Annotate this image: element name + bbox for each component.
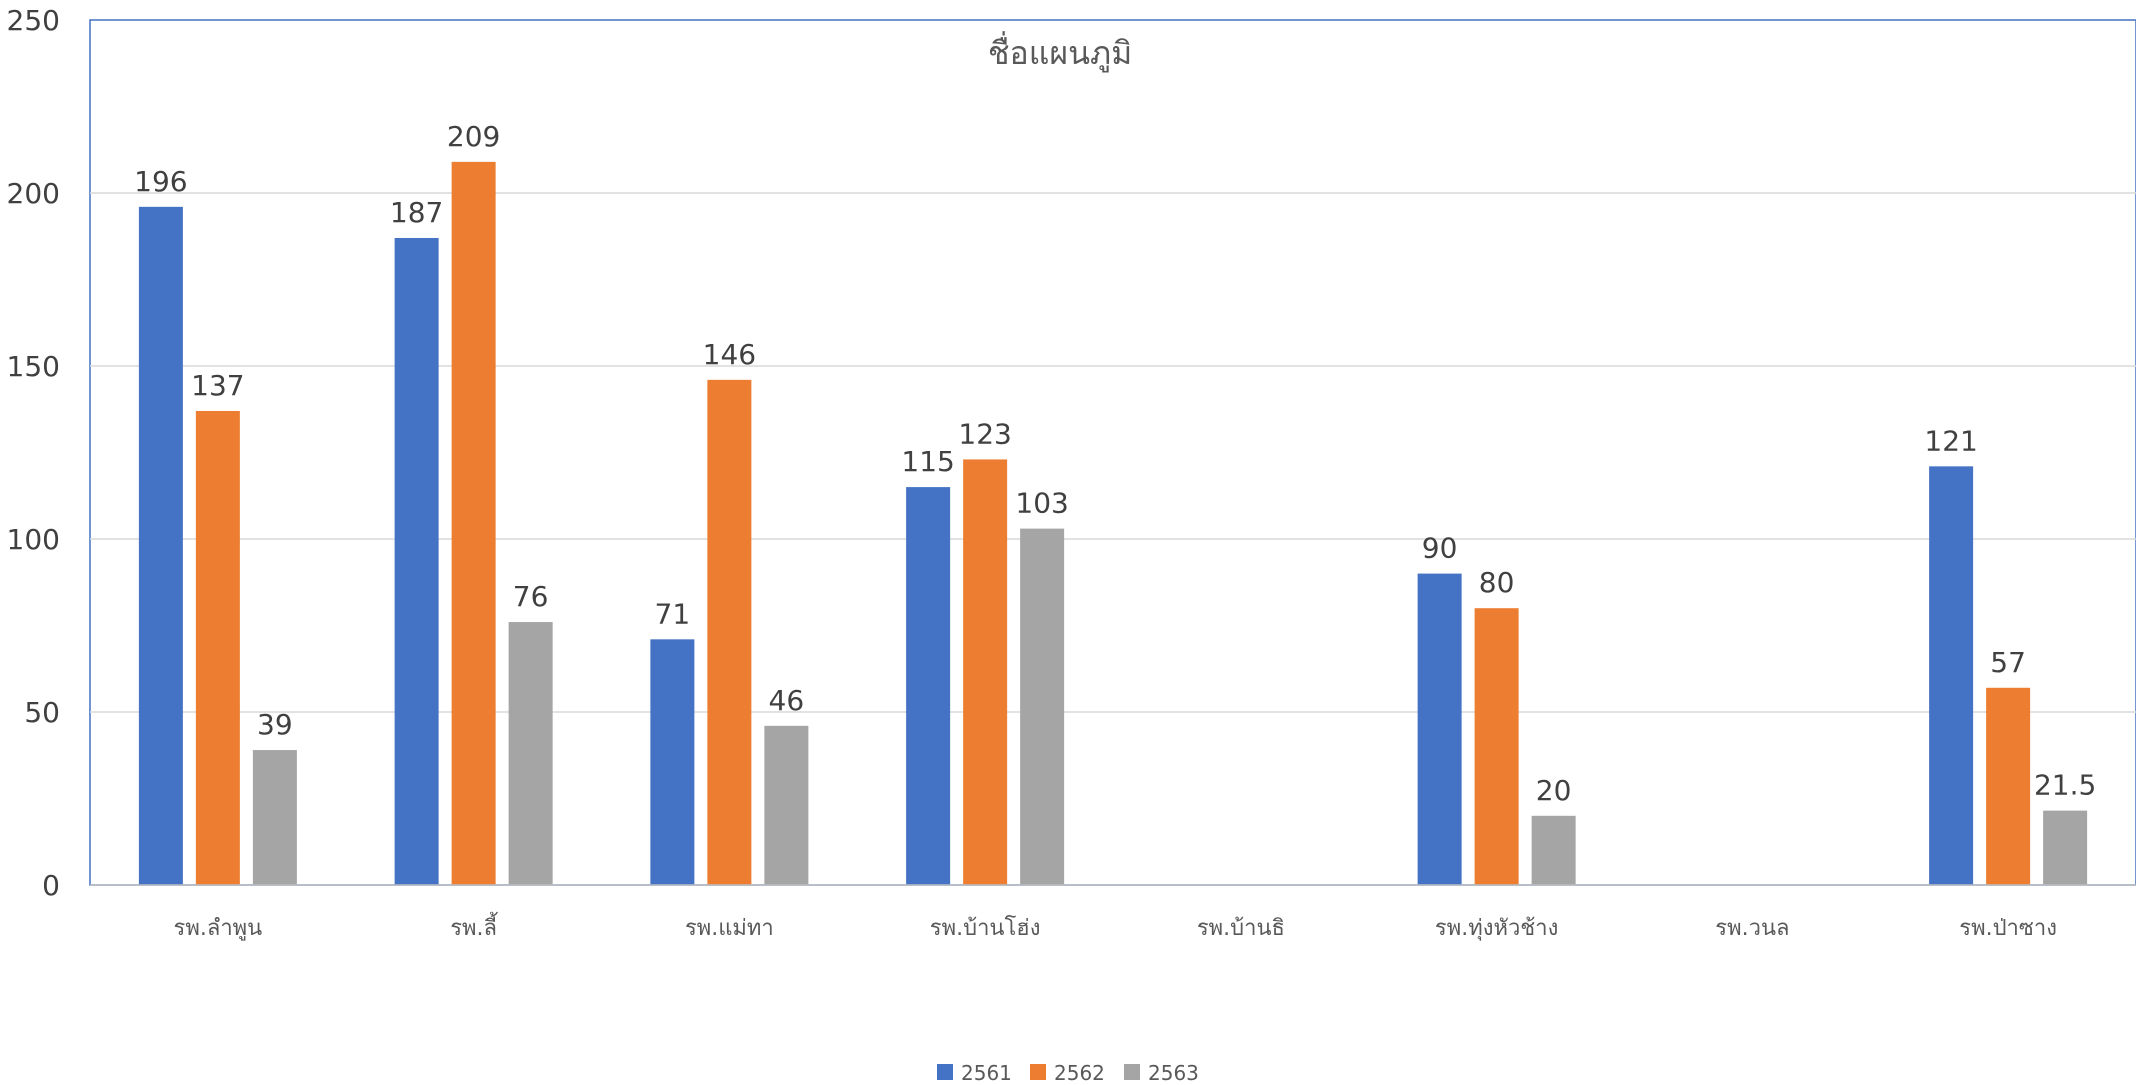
x-tick-label: รพ.ป่าซาง [1959,916,2057,941]
data-label: 137 [191,369,244,402]
x-tick-label: รพ.บ้านโฮ่ง [930,915,1041,941]
legend-swatch-2563 [1124,1064,1140,1080]
x-tick-label: รพ.ลำพูน [174,916,263,941]
y-tick-label: 250 [7,4,60,37]
x-tick-label: รพ.วนล [1715,916,1789,941]
data-label: 80 [1479,566,1515,599]
y-tick-label: 50 [24,696,60,729]
chart-title: ชื่อแผนภูมิ [988,31,1132,73]
x-tick-label: รพ.แม่ทา [685,916,774,941]
x-axis-ticks: รพ.ลำพูน รพ.ลี้ รพ.แม่ทา รพ.บ้านโฮ่ง รพ.บ้าน… [174,912,2057,941]
data-label: 90 [1422,532,1458,565]
bar-2561 [906,487,951,885]
legend-swatch-2561 [937,1064,953,1080]
bar-2562 [1986,687,2031,885]
legend-swatch-2562 [1030,1064,1046,1080]
bar-2563 [252,750,297,885]
data-label: 46 [769,684,805,717]
data-label: 146 [703,338,756,371]
bar-2561 [394,237,439,886]
bar-2563 [1531,815,1576,885]
legend-label: 2561 [961,1061,1012,1085]
bar-2561 [650,639,695,885]
bar-2562 [707,379,752,885]
bar-2563 [1020,528,1065,885]
y-tick-label: 200 [7,177,60,210]
bars [138,161,2088,886]
data-label: 103 [1015,487,1068,520]
bar-2563 [764,725,809,885]
bar-2562 [963,459,1008,885]
data-label: 21.5 [2034,769,2096,802]
legend: 2561 2562 2563 [937,1061,1199,1085]
bar-2561 [138,206,183,886]
bar-2562 [1474,608,1519,885]
data-label: 71 [655,597,691,630]
legend-label: 2563 [1148,1061,1199,1085]
data-label: 123 [958,417,1011,450]
x-tick-label: รพ.ทุ่งหัวช้าง [1435,916,1558,941]
bar-2561 [1417,573,1462,885]
y-axis-ticks: 0 50 100 150 200 250 [7,4,60,902]
data-label: 76 [513,580,549,613]
data-label: 115 [901,445,954,478]
bar-2561 [1929,466,1974,885]
legend-label: 2562 [1054,1061,1105,1085]
bar-2563 [2043,810,2088,885]
data-label: 57 [1990,646,2026,679]
y-tick-label: 100 [7,523,60,556]
data-label: 196 [134,165,187,198]
data-label: 209 [447,120,500,153]
data-label: 20 [1536,774,1572,807]
y-tick-label: 0 [42,869,60,902]
x-tick-label: รพ.บ้านธิ [1197,916,1285,941]
data-label: 121 [1924,424,1977,457]
data-label: 187 [390,196,443,229]
y-tick-label: 150 [7,350,60,383]
bar-2563 [508,622,553,885]
data-label: 39 [257,708,293,741]
bar-2562 [451,161,496,886]
x-tick-label: รพ.ลี้ [450,912,498,941]
bar-2562 [195,410,240,885]
